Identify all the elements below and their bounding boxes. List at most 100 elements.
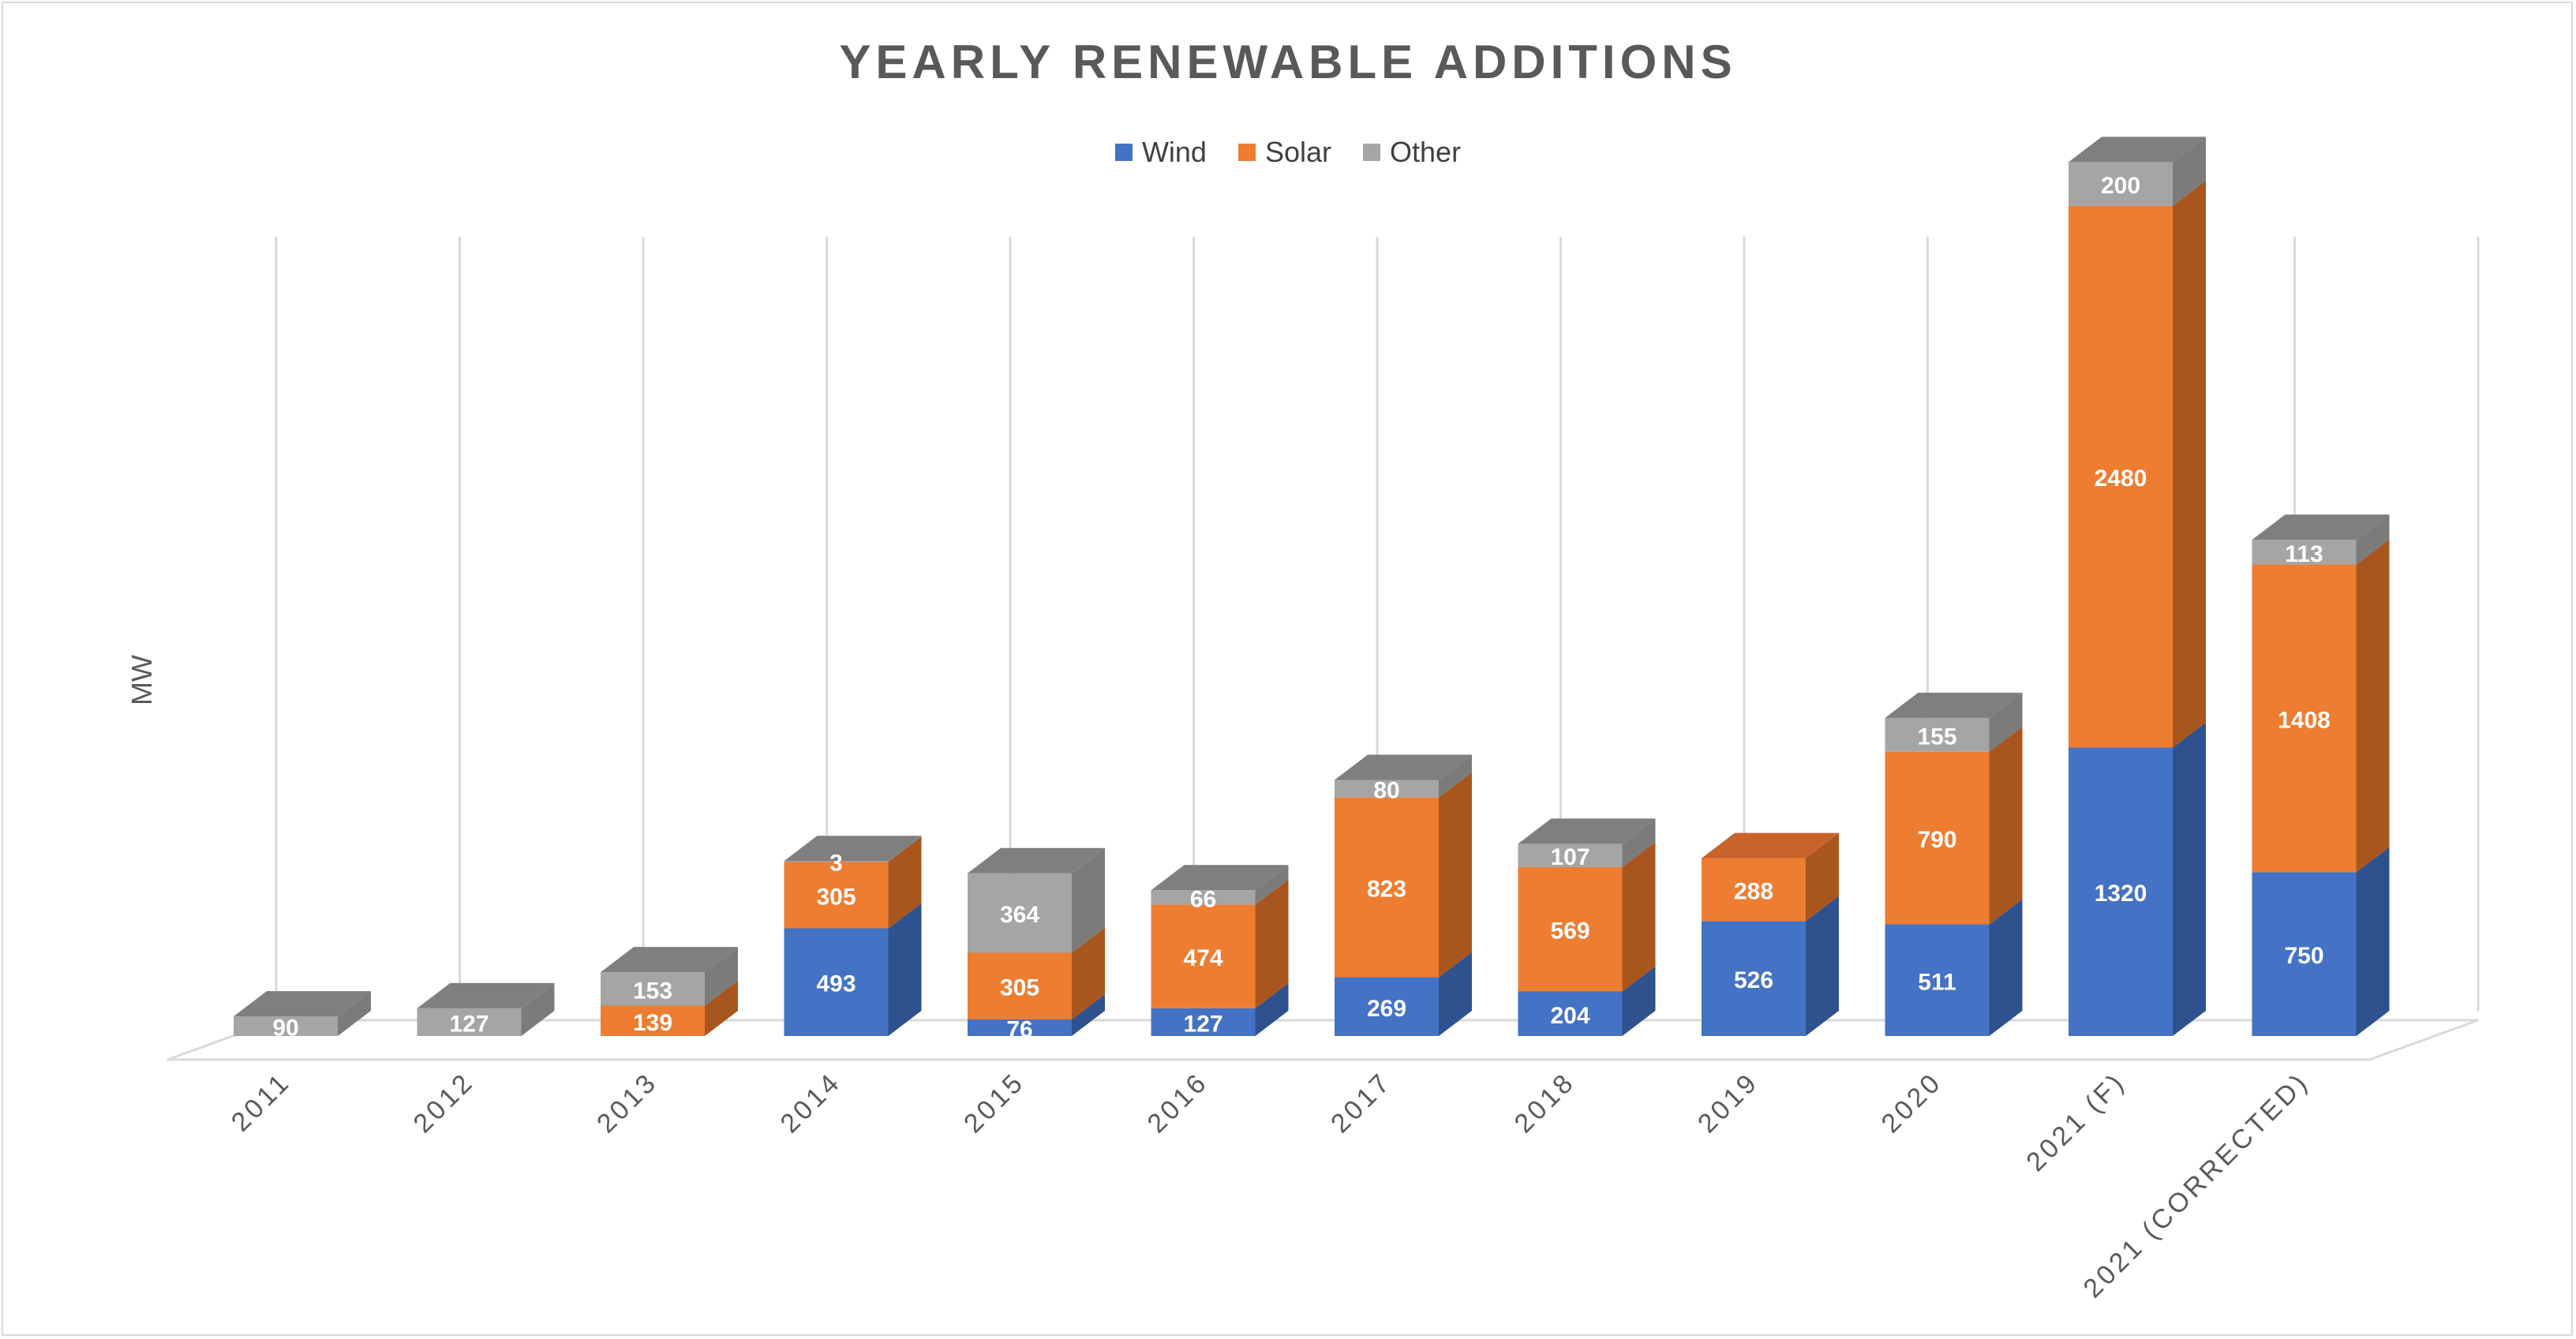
bar-2021-corrected-other bbox=[2252, 540, 2357, 565]
bar-2015-other bbox=[968, 873, 1072, 953]
bar-2019-solar-side bbox=[1806, 832, 1839, 922]
x-tick-label-2018: 2018 bbox=[1508, 1067, 1581, 1139]
bar-2013-other bbox=[601, 972, 705, 1006]
data-label-2021-corrected-solar: 1408 bbox=[2278, 707, 2331, 733]
bar-2016-wind-side bbox=[1255, 982, 1289, 1036]
legend-label-wind: Wind bbox=[1141, 136, 1207, 168]
x-tick-label-2017: 2017 bbox=[1325, 1067, 1398, 1139]
bar-2017-other bbox=[1335, 780, 1439, 798]
bar-2017-wind-side bbox=[1439, 952, 1472, 1036]
bar-2011-other-top bbox=[234, 991, 371, 1017]
bar-2021-f-other-side bbox=[2173, 137, 2206, 206]
data-label-2021-f-other: 200 bbox=[2101, 173, 2140, 199]
bar-2021-corrected-other-top bbox=[2252, 514, 2390, 540]
data-label-2021-f-wind: 1320 bbox=[2095, 881, 2147, 907]
bar-2019-wind bbox=[1702, 921, 1806, 1036]
bar-2014-wind bbox=[784, 928, 889, 1036]
x-tick-label-2019: 2019 bbox=[1692, 1067, 1765, 1139]
chart-title: YEARLY RENEWABLE ADDITIONS bbox=[839, 36, 1737, 88]
x-tick-label-2021-f: 2021 (F) bbox=[2020, 1067, 2131, 1177]
bar-2019-wind-side bbox=[1806, 896, 1839, 1036]
legend-item-other: Other bbox=[1363, 136, 1461, 169]
x-tick-label-2013: 2013 bbox=[591, 1067, 664, 1139]
x-tick-label-2020: 2020 bbox=[1875, 1067, 1948, 1139]
bar-2018-wind-side bbox=[1622, 966, 1656, 1036]
bar-2017-solar bbox=[1335, 797, 1439, 978]
bar-2011-other bbox=[234, 1016, 338, 1036]
bar-2021-corrected-other-side bbox=[2356, 514, 2390, 565]
legend-label-other: Other bbox=[1390, 136, 1462, 168]
data-label-2021-corrected-wind: 750 bbox=[2284, 943, 2323, 969]
data-label-2015-other: 364 bbox=[1000, 902, 1039, 928]
bar-2020-other-side bbox=[1989, 692, 2023, 752]
bar-2016-solar-side bbox=[1255, 879, 1289, 1008]
bar-2021-f-wind-side bbox=[2173, 722, 2206, 1036]
data-label-2018-solar: 569 bbox=[1550, 918, 1589, 944]
data-label-2019-wind: 526 bbox=[1734, 967, 1773, 993]
bar-2018-other-side bbox=[1622, 818, 1656, 867]
data-label-2016-other: 66 bbox=[1190, 886, 1216, 912]
data-label-2017-other: 80 bbox=[1373, 778, 1399, 804]
data-label-2019-solar: 288 bbox=[1734, 878, 1773, 904]
bar-2015-solar-side bbox=[1072, 927, 1105, 1019]
bar-2012-other bbox=[417, 1008, 522, 1036]
data-label-2018-other: 107 bbox=[1550, 844, 1589, 870]
bar-2019-solar-top bbox=[1702, 832, 1839, 858]
data-label-2015-wind: 76 bbox=[1006, 1016, 1032, 1042]
data-label-2020-wind: 511 bbox=[1918, 969, 1956, 995]
x-tick-label-2012: 2012 bbox=[407, 1067, 480, 1139]
data-label-2016-wind: 127 bbox=[1183, 1011, 1222, 1037]
bar-2020-other bbox=[1885, 717, 1990, 752]
bar-2018-other bbox=[1518, 843, 1623, 867]
bar-2020-wind bbox=[1885, 924, 1990, 1036]
legend: Wind Solar Other bbox=[0, 136, 2576, 169]
data-label-2013-other: 153 bbox=[633, 978, 672, 1004]
bar-2020-other-top bbox=[1885, 692, 2023, 718]
bar-2014-solar bbox=[784, 862, 889, 929]
bar-2020-solar-side bbox=[1989, 726, 2023, 925]
data-label-2014-solar: 305 bbox=[816, 884, 856, 910]
bar-2021-f-solar-side bbox=[2173, 180, 2206, 748]
bar-2014-solar-side bbox=[888, 836, 922, 929]
bar-2014-other bbox=[784, 861, 889, 862]
bar-2014-other-top bbox=[784, 836, 922, 862]
bar-2012-other-side bbox=[521, 982, 555, 1036]
bar-2019-solar bbox=[1702, 858, 1806, 922]
bar-2015-wind bbox=[968, 1019, 1072, 1036]
data-label-2017-wind: 269 bbox=[1367, 996, 1406, 1022]
data-label-2014-wind: 493 bbox=[816, 971, 856, 997]
data-label-2017-solar: 823 bbox=[1367, 877, 1406, 903]
data-label-2013-solar: 139 bbox=[633, 1010, 672, 1036]
y-axis-label: MW bbox=[125, 655, 158, 705]
bar-2014-other-side bbox=[888, 836, 922, 862]
bar-2021-corrected-solar bbox=[2252, 564, 2357, 873]
bar-2012-other-top bbox=[417, 982, 555, 1008]
bar-2021-corrected-wind bbox=[2252, 872, 2357, 1036]
bar-2015-solar bbox=[968, 952, 1072, 1019]
bar-2018-other-top bbox=[1518, 818, 1656, 844]
bar-2011-other-side bbox=[338, 991, 371, 1036]
x-tick-label-2015: 2015 bbox=[958, 1067, 1031, 1139]
bar-2017-wind bbox=[1335, 977, 1439, 1036]
x-tick-label-2016: 2016 bbox=[1141, 1067, 1214, 1139]
bar-2021-f-other-top bbox=[2069, 137, 2206, 163]
bar-2021-f-wind bbox=[2069, 747, 2173, 1036]
bar-2015-other-top bbox=[968, 847, 1105, 873]
data-label-2021-f-solar: 2480 bbox=[2095, 466, 2147, 492]
bar-2018-solar-side bbox=[1622, 841, 1656, 992]
bar-2016-other-top bbox=[1151, 865, 1289, 891]
legend-item-wind: Wind bbox=[1114, 136, 1207, 169]
bar-2017-other-side bbox=[1439, 754, 1472, 798]
legend-swatch-wind bbox=[1114, 144, 1133, 161]
data-label-2018-wind: 204 bbox=[1550, 1003, 1589, 1029]
legend-label-solar: Solar bbox=[1264, 136, 1332, 168]
data-label-2020-solar: 790 bbox=[1917, 827, 1956, 853]
x-tick-label-2014: 2014 bbox=[774, 1067, 847, 1139]
bar-2016-other bbox=[1151, 890, 1256, 905]
bar-2016-wind bbox=[1151, 1008, 1256, 1036]
bar-2015-other-side bbox=[1072, 847, 1105, 953]
legend-swatch-solar bbox=[1237, 144, 1256, 161]
bar-2018-solar bbox=[1518, 866, 1623, 992]
